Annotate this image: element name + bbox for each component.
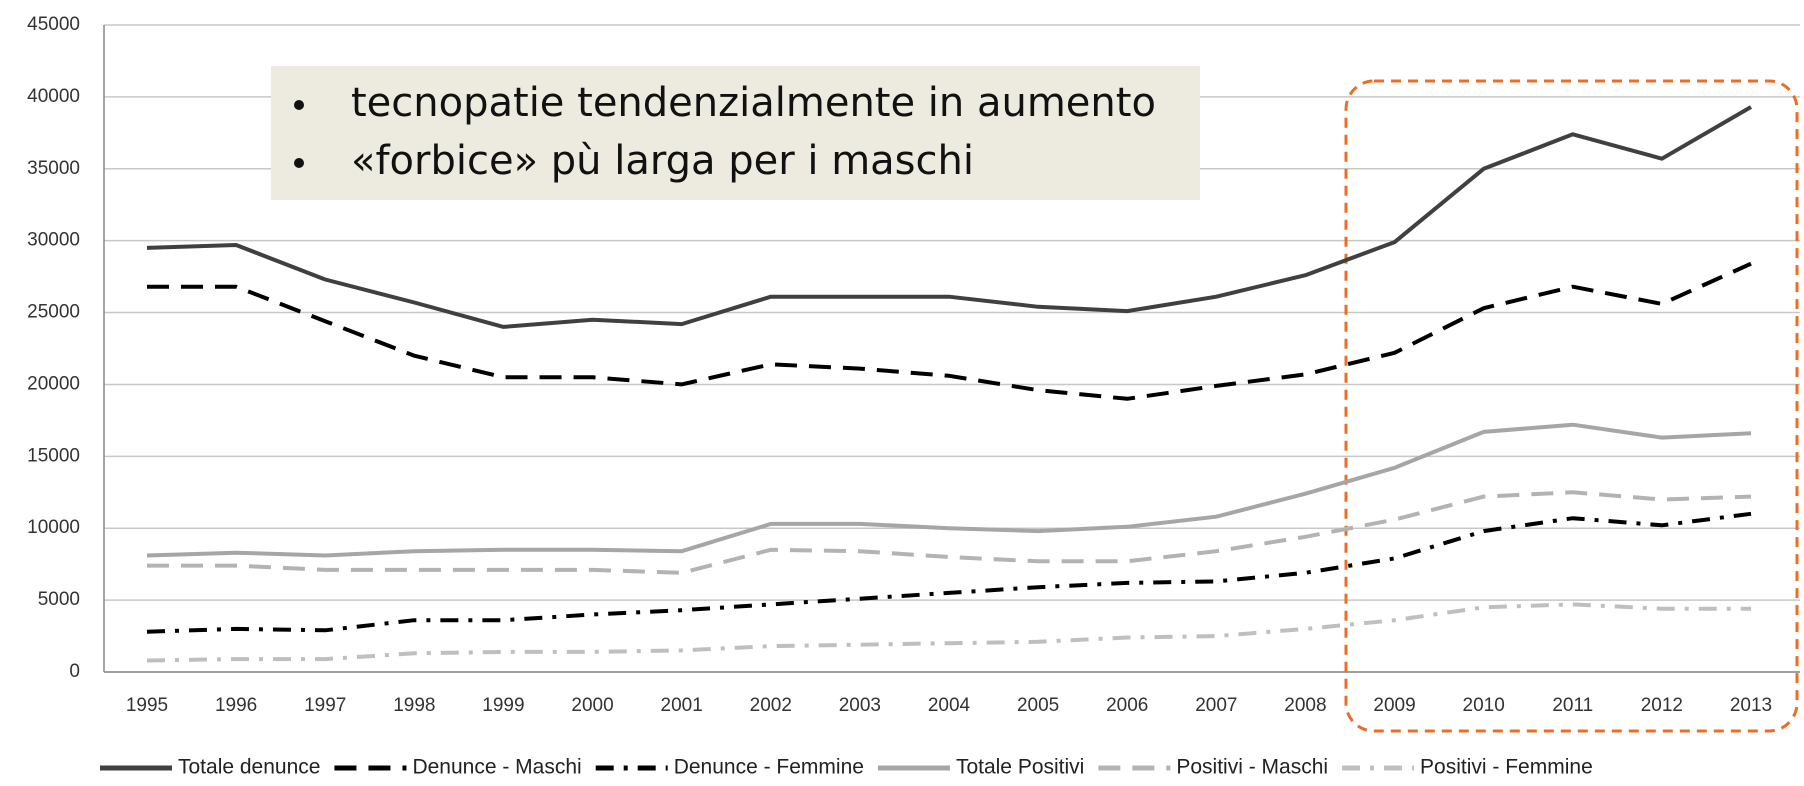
y-tick-label: 35000 (27, 158, 80, 179)
x-tick-label: 2011 (1552, 695, 1593, 716)
highlight-box (1344, 79, 1799, 733)
x-tick-label: 2010 (1463, 695, 1505, 716)
legend-label: Totale denunce (178, 756, 320, 779)
x-tick-label: 2006 (1106, 695, 1148, 716)
x-tick-label: 2013 (1730, 695, 1772, 716)
y-tick-label: 15000 (27, 445, 80, 466)
series-line (146, 511, 1752, 634)
legend-label: Denunce - Femmine (674, 756, 864, 779)
y-tick-label: 25000 (27, 302, 80, 323)
x-tick-label: 2007 (1195, 695, 1237, 716)
x-tick-label: 2001 (661, 695, 703, 716)
y-tick-label: 45000 (27, 14, 80, 35)
y-tick-label: 40000 (27, 86, 80, 107)
x-tick-label: 2012 (1641, 695, 1683, 716)
legend-label: Positivi - Femmine (1420, 756, 1593, 779)
legend-label: Denunce - Maschi (412, 756, 581, 779)
y-tick-label: 0 (69, 661, 80, 682)
bullet (294, 158, 304, 168)
x-tick-label: 1999 (482, 695, 524, 716)
y-tick-label: 10000 (27, 517, 80, 538)
x-tick-label: 1998 (393, 695, 435, 716)
x-tick-label: 2008 (1284, 695, 1326, 716)
y-tick-label: 5000 (38, 589, 80, 610)
annotation: «forbice» pù larga per i maschi (351, 138, 974, 184)
series-line (146, 422, 1752, 558)
y-tick-label: 20000 (27, 373, 80, 394)
y-tick-label: 30000 (27, 230, 80, 251)
x-tick-label: 1996 (215, 695, 257, 716)
annotation: tecnopatie tendenzialmente in aumento (351, 80, 1156, 126)
x-tick-label: 1997 (304, 695, 346, 716)
x-tick-label: 2005 (1017, 695, 1059, 716)
bullet (294, 100, 304, 110)
series-line (147, 490, 1752, 575)
x-tick-label: 2000 (571, 695, 613, 716)
legend-label: Totale Positivi (956, 756, 1084, 779)
x-tick-label: 2003 (839, 695, 881, 716)
x-tick-label: 2002 (750, 695, 792, 716)
series-line (147, 261, 1752, 401)
x-tick-label: 1995 (126, 695, 168, 716)
x-tick-label: 2004 (928, 695, 971, 716)
x-tick-label: 2009 (1373, 695, 1415, 716)
series-line (146, 105, 1753, 329)
legend-label: Positivi - Maschi (1176, 756, 1328, 779)
annotation-box (271, 66, 1200, 200)
series-line (146, 602, 1751, 663)
